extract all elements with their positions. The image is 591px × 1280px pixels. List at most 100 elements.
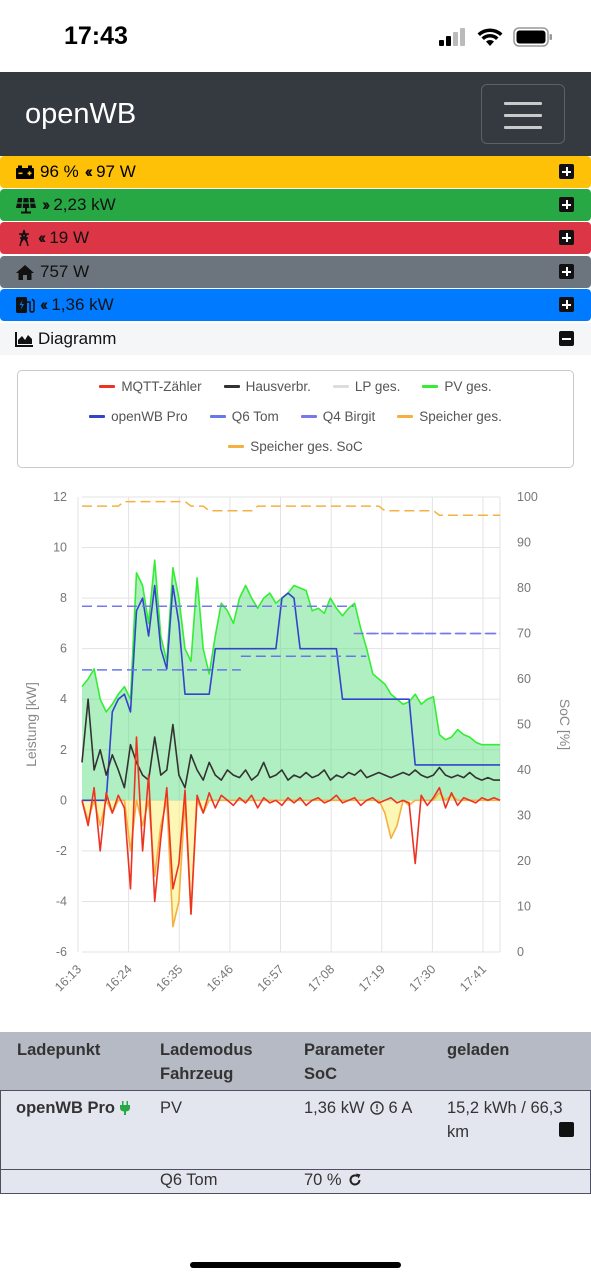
battery-status-icon bbox=[513, 27, 552, 47]
wifi-icon bbox=[477, 28, 503, 46]
home-indicator bbox=[190, 1262, 401, 1268]
angle-double-right-icon: ›› bbox=[42, 195, 51, 214]
refresh-icon[interactable] bbox=[348, 1173, 362, 1187]
legend-label: openWB Pro bbox=[111, 409, 188, 424]
y-tick-label: -2 bbox=[56, 844, 67, 858]
power-pylon-icon bbox=[15, 229, 33, 247]
legend-item-openwb-pro[interactable]: openWB Pro bbox=[89, 409, 188, 424]
battery-power: 97 W bbox=[96, 162, 136, 181]
grid-row[interactable]: ‹‹ 19 W bbox=[0, 222, 591, 254]
y-tick-label: -4 bbox=[56, 894, 67, 908]
legend-item-speicher-soc[interactable]: Speicher ges. SoC bbox=[228, 439, 363, 454]
x-tick-label: 16:46 bbox=[204, 962, 236, 994]
angle-double-left-icon: ‹‹ bbox=[40, 295, 49, 314]
y-tick-label: 10 bbox=[53, 541, 67, 555]
y2-tick-label: 50 bbox=[517, 718, 531, 732]
vehicle-row[interactable]: Q6 Tom 70 % bbox=[0, 1170, 591, 1194]
legend-item-pv[interactable]: PV ges. bbox=[422, 379, 492, 394]
chart-legend: MQTT-Zähler Hausverbr. LP ges. PV ges. o… bbox=[17, 370, 574, 468]
battery-row[interactable]: 96 % ‹‹ 97 W bbox=[0, 156, 591, 188]
y2-tick-label: 90 bbox=[517, 536, 531, 550]
charged-energy: 15,2 kWh / 66,3 bbox=[447, 1099, 563, 1117]
vehicle-name[interactable]: Q6 Tom bbox=[160, 1171, 218, 1189]
y-tick-label: 2 bbox=[60, 743, 67, 757]
legend-item-q6-tom[interactable]: Q6 Tom bbox=[209, 409, 279, 424]
menu-toggle-button[interactable] bbox=[481, 84, 565, 144]
charge-power: 1,36 kW bbox=[304, 1099, 365, 1117]
pv-area bbox=[82, 560, 500, 801]
expand-plus-icon[interactable] bbox=[559, 1122, 574, 1137]
x-tick-label: 17:08 bbox=[305, 962, 337, 994]
mqtt-line bbox=[81, 736, 501, 915]
power-chart: -6 -4 -2 0 2 4 6 8 10 12 0 10 20 30 40 50 60 70 80 90 100 16:… bbox=[23, 490, 573, 994]
chargepoint-table: Ladepunkt Lademodus Fahrzeug Parameter S… bbox=[0, 1032, 591, 1194]
x-tick-label: 16:13 bbox=[52, 962, 84, 994]
legend-swatch bbox=[99, 385, 116, 388]
x-tick-label: 17:30 bbox=[406, 962, 438, 994]
chargepoint-power: 1,36 kW bbox=[51, 295, 114, 314]
legend-item-speicher[interactable]: Speicher ges. bbox=[397, 409, 502, 424]
house-row[interactable]: 757 W bbox=[0, 256, 591, 288]
y-tick-label: 12 bbox=[53, 490, 67, 504]
hamburger-icon bbox=[504, 102, 542, 105]
legend-swatch bbox=[397, 415, 414, 418]
y2-axis-label: SoC [%] bbox=[557, 699, 573, 750]
y-tick-label: 8 bbox=[60, 591, 67, 605]
hamburger-icon bbox=[504, 126, 542, 129]
brand[interactable]: openWB bbox=[25, 98, 137, 130]
chargepoint-row[interactable]: ‹‹ 1,36 kW bbox=[0, 289, 591, 321]
collapse-minus-icon[interactable] bbox=[559, 331, 574, 346]
legend-label: Q6 Tom bbox=[231, 409, 279, 424]
y2-tick-label: 10 bbox=[517, 900, 531, 914]
x-tick-label: 17:41 bbox=[457, 962, 489, 994]
info-clock-icon bbox=[369, 1101, 384, 1115]
table-header: Ladepunkt Lademodus Fahrzeug Parameter S… bbox=[0, 1032, 591, 1090]
pv-row[interactable]: ›› 2,23 kW bbox=[0, 189, 591, 221]
openwb-pro-line bbox=[82, 584, 500, 802]
expand-plus-icon[interactable] bbox=[559, 230, 574, 245]
header-fahrzeug: Fahrzeug bbox=[160, 1065, 234, 1083]
header-ladepunkt: Ladepunkt bbox=[17, 1041, 101, 1059]
legend-item-q4-birgit[interactable]: Q4 Birgit bbox=[300, 409, 376, 424]
legend-swatch bbox=[223, 385, 240, 388]
legend-label: Hausverbr. bbox=[245, 379, 311, 394]
expand-plus-icon[interactable] bbox=[559, 197, 574, 212]
diagram-label: Diagramm bbox=[38, 329, 117, 348]
diagram-row[interactable]: Diagramm bbox=[0, 323, 591, 355]
x-tick-label: 16:57 bbox=[255, 962, 287, 994]
legend-swatch bbox=[89, 415, 106, 418]
charged-range: km bbox=[447, 1123, 469, 1141]
header-parameter: Parameter bbox=[304, 1041, 385, 1059]
legend-swatch bbox=[332, 385, 349, 388]
legend-label: Speicher ges. SoC bbox=[250, 439, 363, 454]
expand-plus-icon[interactable] bbox=[559, 264, 574, 279]
expand-plus-icon[interactable] bbox=[559, 164, 574, 179]
legend-label: MQTT-Zähler bbox=[121, 379, 202, 394]
y2-tick-label: 60 bbox=[517, 672, 531, 686]
legend-item-lp[interactable]: LP ges. bbox=[332, 379, 400, 394]
table-row[interactable]: openWB Pro PV 1,36 kW 6 A 15,2 kWh / 66,… bbox=[0, 1090, 591, 1170]
charge-current: 6 A bbox=[388, 1099, 413, 1117]
y2-tick-label: 40 bbox=[517, 763, 531, 777]
angle-double-left-icon: ‹‹ bbox=[38, 228, 47, 247]
legend-line-3: Speicher ges. SoC bbox=[18, 439, 573, 454]
legend-item-mqtt[interactable]: MQTT-Zähler bbox=[99, 379, 202, 394]
legend-label: PV ges. bbox=[444, 379, 492, 394]
legend-item-house[interactable]: Hausverbr. bbox=[223, 379, 311, 394]
legend-line-2: openWB Pro Q6 Tom Q4 Birgit Speicher ges… bbox=[18, 409, 573, 424]
y-tick-label: 4 bbox=[60, 692, 67, 706]
y-axis-label: Leistung [kW] bbox=[23, 682, 39, 767]
legend-line-1: MQTT-Zähler Hausverbr. LP ges. PV ges. bbox=[18, 379, 573, 394]
header-lademodus: Lademodus bbox=[160, 1041, 253, 1059]
legend-swatch bbox=[422, 385, 439, 388]
vehicle-soc-cell: 70 % bbox=[304, 1168, 362, 1192]
grid-power: 19 W bbox=[49, 228, 90, 247]
charge-mode[interactable]: PV bbox=[160, 1099, 183, 1117]
legend-label: Q4 Birgit bbox=[322, 409, 376, 424]
legend-swatch bbox=[228, 445, 245, 448]
y2-tick-label: 80 bbox=[517, 581, 531, 595]
expand-plus-icon[interactable] bbox=[559, 297, 574, 312]
legend-swatch bbox=[300, 415, 317, 418]
y2-tick-label: 0 bbox=[517, 945, 524, 959]
signal-icon bbox=[439, 28, 465, 46]
